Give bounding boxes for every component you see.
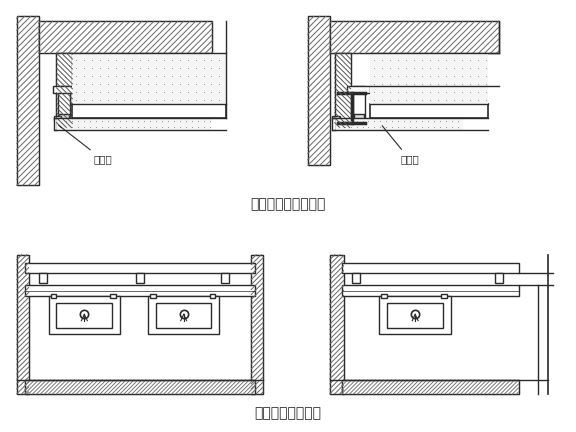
Bar [52, 86, 77, 93]
Bar [150, 295, 156, 299]
Text: 铝角线: 铝角线 [59, 125, 112, 164]
Bar [25, 285, 255, 296]
Bar [351, 273, 359, 283]
Bar [17, 255, 29, 394]
Bar [59, 114, 70, 120]
Bar [329, 21, 499, 53]
Bar [387, 303, 443, 328]
Bar [136, 273, 144, 283]
Bar [110, 295, 116, 299]
Bar [156, 303, 211, 328]
Bar [17, 16, 39, 185]
Bar [354, 114, 363, 120]
Bar [251, 255, 263, 394]
Bar [221, 273, 229, 283]
Bar [58, 118, 210, 130]
Bar [329, 21, 499, 53]
Bar [342, 380, 518, 394]
Text: 吊顶与灯盘的结合: 吊顶与灯盘的结合 [255, 406, 321, 420]
Bar [59, 86, 70, 127]
Bar [441, 295, 447, 299]
Bar [332, 118, 336, 130]
Bar [39, 21, 213, 53]
Bar [342, 285, 518, 296]
Bar [210, 295, 215, 299]
Bar [251, 255, 263, 394]
Bar [25, 380, 255, 394]
Bar [370, 104, 488, 118]
Bar [342, 263, 518, 273]
Bar [25, 380, 255, 394]
Bar [69, 120, 73, 127]
Bar [48, 296, 120, 334]
Bar [362, 120, 366, 127]
Bar [56, 303, 112, 328]
Bar [335, 53, 351, 127]
Bar [54, 116, 62, 121]
Bar [335, 53, 351, 127]
Bar [39, 21, 213, 53]
Bar [148, 296, 219, 334]
Bar [336, 118, 463, 130]
Bar [347, 86, 370, 93]
Bar [56, 53, 73, 127]
Bar [353, 86, 365, 127]
Bar [73, 53, 226, 104]
Bar [25, 263, 255, 273]
Bar [56, 53, 73, 127]
Bar [495, 273, 503, 283]
Bar [17, 16, 39, 185]
Bar [56, 120, 60, 127]
Bar [73, 104, 226, 118]
Bar [342, 380, 518, 394]
Bar [332, 116, 340, 121]
Bar [370, 53, 488, 104]
Bar [381, 295, 387, 299]
Text: 木线条: 木线条 [382, 126, 419, 164]
Bar [329, 255, 344, 394]
Bar [54, 118, 58, 130]
Bar [51, 295, 56, 299]
Bar [329, 255, 344, 394]
Bar [308, 16, 329, 165]
Bar [17, 255, 29, 394]
Bar [39, 273, 47, 283]
Bar [308, 16, 329, 165]
Bar [380, 296, 451, 334]
Text: 吊顶与窗帘盒的结合: 吊顶与窗帘盒的结合 [251, 197, 325, 211]
Bar [351, 120, 355, 127]
